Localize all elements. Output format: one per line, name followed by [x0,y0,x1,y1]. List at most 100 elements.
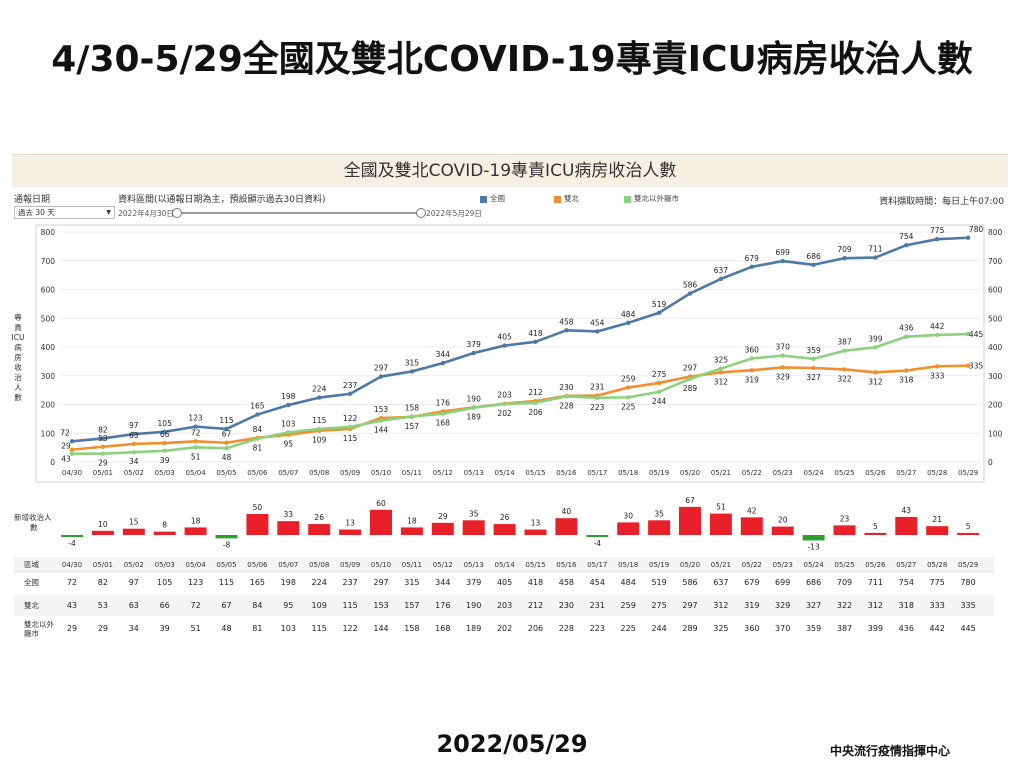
panel-title: 全國及雙北COVID-19專責ICU病房收治人數 [343,161,677,181]
label-national-25: 709 [837,245,852,254]
label-change-10: 60 [376,499,386,508]
x-tick-27: 05/27 [896,469,916,477]
table-header-14: 05/14 [495,561,516,569]
label-taipei-16: 230 [559,383,574,392]
label-taipei-11: 157 [405,422,420,431]
label-outside-20: 289 [683,384,698,393]
table-cell-national-19: 519 [651,578,666,587]
label-outside-11: 158 [405,404,420,413]
bar-change-28 [926,526,949,535]
slider-end-handle[interactable] [416,208,426,218]
table-cell-taipei-21: 312 [713,601,728,610]
table-cell-outside-25: 387 [837,624,852,633]
label-taipei-20: 297 [683,364,698,373]
point-outside-14 [502,401,507,407]
bar-change-1 [91,530,114,535]
point-outside-0 [69,451,75,456]
label-outside-25: 387 [837,338,852,347]
label-taipei-21: 312 [714,377,729,386]
point-national-5 [224,426,229,432]
x-tick-28: 05/28 [927,469,947,477]
bar-change-29 [957,532,980,535]
label-taipei-29: 335 [969,362,984,371]
table-cell-national-8: 224 [312,578,327,587]
table-header-19: 05/19 [649,561,669,569]
label-outside-29: 445 [969,330,984,339]
table-cell-national-4: 123 [188,578,203,587]
table-cell-taipei-9: 115 [342,601,357,610]
bar-change-10 [370,509,392,535]
table-cell-taipei-5: 67 [221,601,231,610]
point-national-6 [255,412,260,417]
period-select[interactable]: 過去 30 天 ▼ [14,206,115,219]
table-cell-national-2: 97 [129,578,139,587]
point-outside-25 [842,348,847,353]
label-outside-14: 202 [497,409,512,418]
y-tick-right-3: 300 [988,372,1003,381]
label-taipei-15: 212 [528,388,543,397]
label-outside-5: 48 [222,453,232,462]
label-taipei-1: 53 [98,434,108,443]
point-outside-2 [131,450,136,455]
table-cell-national-7: 198 [281,578,296,587]
date-range-slider[interactable] [176,212,420,214]
table-cell-national-13: 379 [466,578,481,587]
bar-change-22 [740,517,763,535]
point-taipei-26 [873,370,878,375]
label-change-2: 15 [129,518,139,527]
label-taipei-28: 333 [930,371,945,380]
chevron-down-icon: ▼ [106,209,111,216]
point-taipei-27 [904,368,909,373]
table-row-label-national: 全國 [24,577,39,587]
label-national-3: 105 [158,419,173,428]
table-cell-taipei-20: 297 [682,601,697,610]
table-cell-national-0: 72 [67,578,77,587]
table-cell-outside-29: 445 [960,624,975,633]
label-national-16: 458 [559,317,574,326]
x-tick-23: 05/23 [773,469,793,477]
point-taipei-4 [193,439,198,444]
label-national-23: 699 [776,248,791,257]
table-cell-outside-5: 48 [221,624,231,633]
table-cell-outside-10: 144 [373,624,388,633]
label-outside-27: 436 [899,324,914,333]
slider-start-handle[interactable] [172,208,182,218]
label-change-28: 21 [932,515,942,524]
table-cell-national-27: 754 [899,578,914,587]
x-tick-4: 05/04 [186,469,207,477]
label-outside-24: 359 [806,346,821,355]
label-taipei-25: 322 [837,374,852,383]
table-header-10: 05/10 [371,561,391,569]
point-national-1 [100,436,106,441]
label-national-17: 454 [590,318,605,327]
label-taipei-19: 275 [652,370,667,379]
label-outside-13: 189 [467,413,482,422]
line-national [71,236,969,443]
bar-change-9 [339,529,362,535]
point-outside-16 [564,394,569,399]
table-cell-national-12: 344 [435,578,450,587]
legend-swatch-taipei [554,195,561,203]
point-taipei-23 [780,365,785,370]
table-header-5: 05/05 [216,561,236,569]
label-taipei-23: 329 [776,372,791,381]
range-label: 資料區間(以通報日期為主，預設顯示過去30日資料) [118,195,326,205]
table-cell-outside-6: 81 [252,624,262,633]
page-title: 4/30-5/29全國及雙北COVID-19專責ICU病房收治人數 [51,39,973,80]
point-national-0 [69,439,75,444]
point-national-12 [440,360,445,366]
table-header-20: 05/20 [680,561,700,569]
x-tick-16: 05/16 [556,469,577,477]
point-taipei-3 [162,440,167,446]
point-national-28 [935,236,940,242]
label-change-15: 13 [531,519,541,528]
bar-axis-label-2: 數 [30,522,38,532]
footer-date: 2022/05/29 [436,730,588,758]
point-outside-6 [255,436,260,441]
table-cell-national-14: 405 [497,578,512,587]
table-cell-taipei-1: 53 [98,601,108,610]
point-national-22 [749,264,754,269]
period-select-value: 過去 30 天 [18,208,55,217]
point-national-19 [656,310,662,315]
table-header-3: 05/03 [155,561,175,569]
